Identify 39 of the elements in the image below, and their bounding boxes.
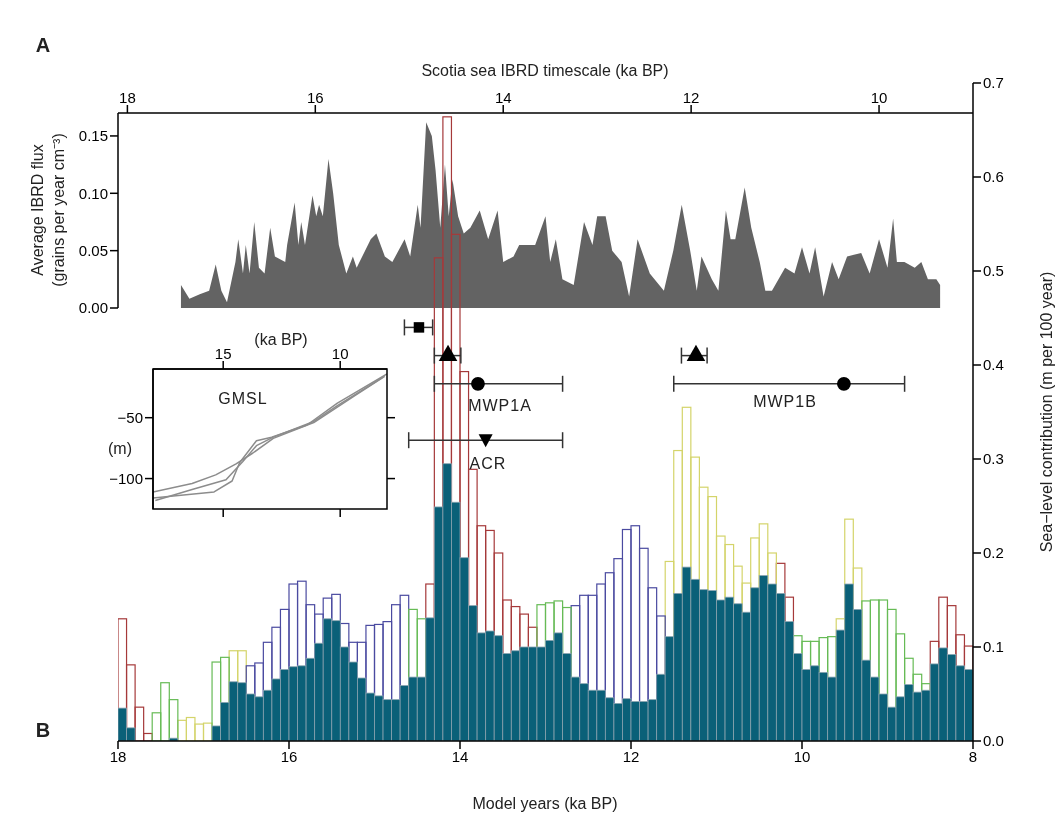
x-tick-label: 14 [494,89,512,106]
x-tick-label: 14 [451,747,469,765]
annotation: MWP1A [468,397,532,415]
x-tick-label: 12 [682,89,700,106]
y-tick-label: 0.2 [983,544,1004,562]
x-tick-label: 18 [119,89,136,106]
x-axis-title: Model years (ka BP) [472,793,618,814]
x-axis-title: Scotia sea IBRD timescale (ka BP) [421,60,669,81]
y-tick-label: −50 [117,409,143,427]
x-tick-label: 12 [622,747,640,765]
y-axis-title: Sea−level contribution (m per 100 year) [1036,271,1056,553]
x-tick-label: 10 [793,747,811,765]
annotation: GMSL [218,390,268,408]
annotation: ACR [469,455,507,473]
y-tick-label: 0.3 [983,450,1004,468]
x-axis-title: (ka BP) [254,329,308,350]
x-tick-label: 10 [870,89,888,106]
y-tick-label: 0.5 [983,262,1004,280]
y-tick-label: 0.15 [78,127,108,145]
y-tick-label: 0.1 [983,638,1004,656]
y-tick-label: 0.7 [983,74,1004,92]
y-tick-label: 0.10 [78,184,108,202]
y-tick-label: −100 [109,469,143,487]
y-tick-label: 0.4 [983,356,1004,374]
x-tick-label: 18 [109,747,127,765]
y-tick-label: 0.0 [983,732,1004,750]
x-tick-label: 16 [306,89,324,106]
y-axis-title: Average IBRD flux (grains per year cm⁻³) [28,133,68,287]
text: B [35,718,51,742]
x-tick-label: 16 [280,747,298,765]
y-tick-label: 0.05 [78,241,108,259]
y-tick-label: 0.6 [983,168,1004,186]
x-tick-label: 15 [214,345,232,362]
x-tick-label: 10 [331,345,349,362]
text: A [35,33,51,57]
y-axis-title: (m) [108,438,132,459]
annotation: MWP1B [753,393,817,411]
x-tick-label: 8 [968,747,978,765]
y-tick-label: 0.00 [78,299,108,317]
